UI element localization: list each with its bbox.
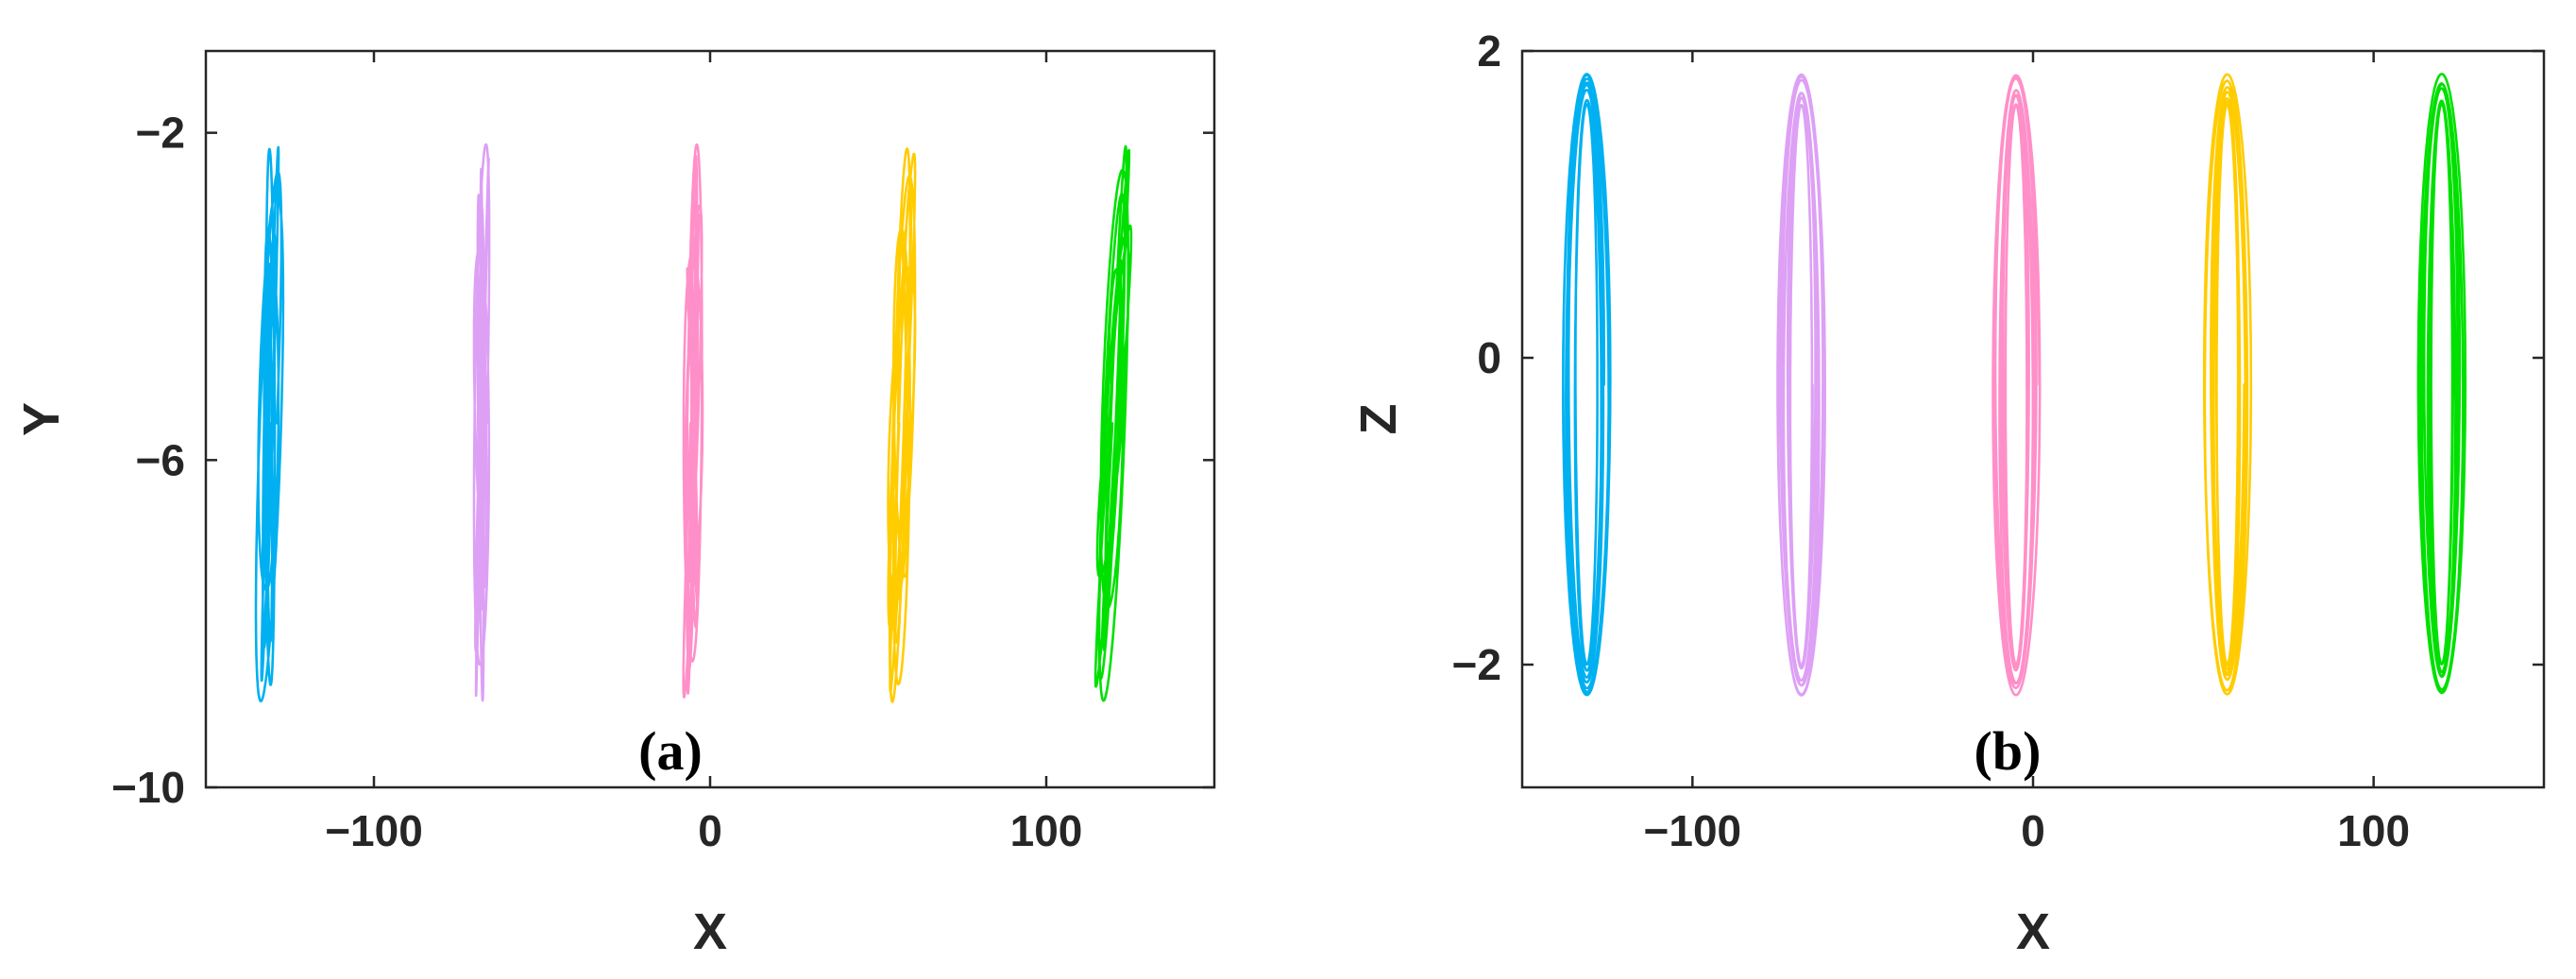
panel-a-label: (a) <box>638 720 703 782</box>
panel-a-trace-1 <box>254 145 285 702</box>
panel-a-xlabel: X <box>693 903 727 960</box>
panel-b-trace-2 <box>1776 73 1826 697</box>
panel-a-ylabel: Y <box>13 402 70 436</box>
panel-a-traces <box>254 143 1133 703</box>
panel-a-axes-box <box>204 49 1216 789</box>
panel-b: −100 0 100 −2 0 2 X Z (b) <box>1350 26 2546 960</box>
panel-b-ytick-label: −2 <box>1452 640 1501 689</box>
panel-a-ticks: −100 0 100 −10 −6 −2 <box>111 51 1214 855</box>
panel-a-trace-5 <box>1093 144 1133 702</box>
panel-b-xlabel: X <box>2016 903 2050 960</box>
panel-b-trace-3 <box>1991 74 2042 697</box>
panel-a-trace-3 <box>682 143 704 699</box>
panel-b-xtick-label: 100 <box>2337 806 2410 855</box>
panel-b-xtick-label: 0 <box>2021 806 2045 855</box>
panel-b-ytick-label: 0 <box>1477 333 1501 382</box>
panel-b-ytick-label: 2 <box>1477 26 1501 76</box>
panel-b-xtick-label: −100 <box>1644 806 1742 855</box>
panel-a-xtick-label: 100 <box>1010 806 1083 855</box>
panel-b-traces <box>1562 73 2467 697</box>
panel-a-xtick-label: −100 <box>325 806 423 855</box>
panel-b-trace-1 <box>1562 73 1612 697</box>
panel-b-trace-5 <box>2416 73 2467 695</box>
panel-a-ytick-label: −10 <box>111 763 185 812</box>
panel-b-ylabel: Z <box>1350 404 1407 435</box>
panel-b-ticks: −100 0 100 −2 0 2 <box>1452 26 2544 855</box>
panel-a-ytick-label: −6 <box>136 435 185 484</box>
panel-b-trace-4 <box>2203 73 2253 696</box>
panel-a-trace-2 <box>472 143 491 702</box>
panel-b-label: (b) <box>1974 720 2042 782</box>
panel-a-trace-4 <box>887 147 917 703</box>
panel-a-xtick-label: 0 <box>698 806 722 855</box>
panel-a-ytick-label: −2 <box>136 109 185 158</box>
panel-a: −100 0 100 −10 −6 −2 X Y (a) <box>13 49 1216 960</box>
